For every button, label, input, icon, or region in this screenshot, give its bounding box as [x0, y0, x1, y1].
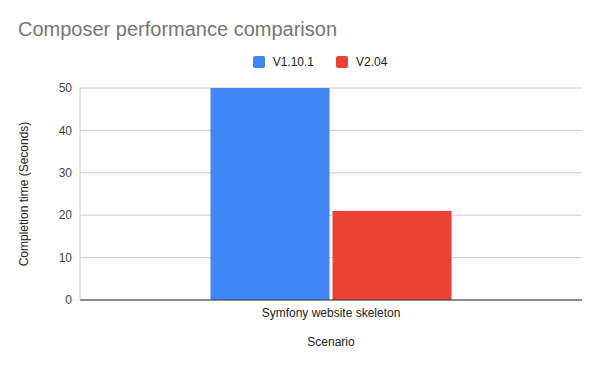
svg-text:Scenario: Scenario — [307, 335, 355, 349]
svg-text:20: 20 — [59, 208, 73, 222]
svg-text:10: 10 — [59, 251, 73, 265]
svg-text:0: 0 — [65, 293, 72, 307]
svg-text:40: 40 — [59, 124, 73, 138]
svg-text:30: 30 — [59, 166, 73, 180]
svg-text:50: 50 — [59, 81, 73, 95]
svg-text:Completion time (Seconds): Completion time (Seconds) — [17, 122, 31, 267]
html-text:V1.10.1: V1.10.1 — [272, 55, 314, 69]
html-text:Composer performance compariso: Composer performance comparison — [18, 18, 337, 40]
svg-text:Symfony website skeleton: Symfony website skeleton — [262, 306, 401, 320]
html-text:V2.04: V2.04 — [356, 55, 388, 69]
